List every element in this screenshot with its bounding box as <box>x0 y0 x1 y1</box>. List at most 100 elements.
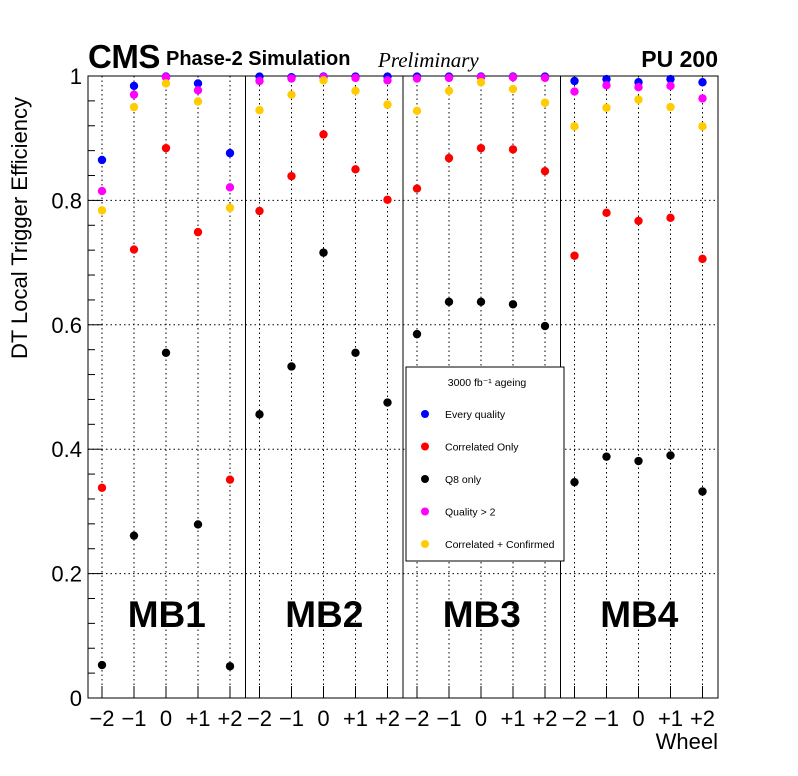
data-point <box>666 102 675 112</box>
station-label: MB4 <box>600 594 679 635</box>
data-point <box>540 166 550 176</box>
y-axis-title: DT Local Trigger Efficiency <box>7 96 32 360</box>
preliminary-label: Preliminary <box>378 48 479 72</box>
x-tick-label: 0 <box>475 706 487 731</box>
data-point <box>508 145 518 154</box>
data-point <box>287 362 296 371</box>
cms-label: CMS <box>88 38 160 75</box>
data-point <box>698 78 707 87</box>
legend-marker <box>421 475 429 483</box>
data-point <box>97 155 107 165</box>
data-point <box>444 73 454 83</box>
data-point <box>540 73 550 83</box>
data-point <box>444 297 454 306</box>
data-point <box>193 86 203 95</box>
data-point <box>287 90 296 99</box>
data-point <box>602 452 611 461</box>
plot-frame <box>87 75 719 699</box>
data-point <box>97 186 107 196</box>
data-point <box>255 206 264 216</box>
y-tick-label: 0.4 <box>51 437 82 462</box>
data-point <box>193 79 203 88</box>
legend-title: 3000 fb⁻¹ ageing <box>448 377 527 389</box>
y-tick-label: 0.6 <box>51 313 82 338</box>
data-point <box>319 130 328 139</box>
simulation-label: Phase-2 Simulation <box>166 48 351 70</box>
x-axis-title: Wheel <box>655 729 718 754</box>
data-point <box>508 300 518 309</box>
data-point <box>602 81 611 90</box>
data-point <box>161 79 171 88</box>
x-tick-label: +1 <box>500 706 525 731</box>
data-point <box>287 74 296 83</box>
data-point <box>319 248 328 257</box>
data-point <box>225 183 235 192</box>
data-point <box>698 487 707 496</box>
x-tick-label: +2 <box>375 706 400 731</box>
data-point <box>97 483 107 492</box>
data-point <box>383 76 392 85</box>
data-point <box>602 103 611 112</box>
data-point <box>444 153 454 163</box>
data-point <box>161 73 171 82</box>
data-point <box>508 73 518 82</box>
data-point <box>225 203 235 213</box>
data-point <box>129 102 139 112</box>
station-label: MB2 <box>285 594 363 635</box>
data-point <box>540 321 550 331</box>
legend-label: Correlated + Confirmed <box>445 539 555 551</box>
data-point <box>255 106 264 115</box>
x-tick-label: −1 <box>436 706 461 731</box>
data-point <box>193 227 203 237</box>
data-point <box>351 73 360 83</box>
data-point <box>193 97 203 106</box>
x-tick-label: +1 <box>343 706 368 731</box>
data-point <box>129 245 139 254</box>
data-point <box>351 348 360 357</box>
data-point <box>476 143 486 153</box>
y-tick-label: 0.8 <box>51 188 82 213</box>
station-label: MB3 <box>443 594 521 635</box>
x-tick-label: +2 <box>217 706 242 731</box>
data-point <box>383 100 392 109</box>
data-point <box>412 74 422 83</box>
data-point <box>97 206 107 215</box>
x-tick-label: 0 <box>632 706 644 731</box>
x-tick-label: −1 <box>594 706 619 731</box>
data-point <box>351 165 360 174</box>
x-tick-label: −2 <box>89 706 114 731</box>
pileup-label: PU 200 <box>641 46 718 72</box>
data-point <box>161 348 171 357</box>
data-point <box>129 531 139 540</box>
data-point <box>570 122 579 131</box>
data-point <box>287 171 296 181</box>
x-tick-label: −1 <box>121 706 146 731</box>
data-point <box>129 90 139 99</box>
data-point <box>383 195 392 204</box>
data-point <box>540 98 550 107</box>
data-point <box>255 76 264 86</box>
data-point <box>319 76 328 85</box>
data-point <box>666 451 675 460</box>
data-point <box>666 74 675 84</box>
data-point <box>602 208 611 218</box>
legend-box <box>405 366 565 562</box>
legend-label: Quality > 2 <box>445 507 496 519</box>
data-point <box>570 87 579 96</box>
data-point <box>698 94 707 103</box>
data-point <box>255 410 264 419</box>
data-point <box>161 143 171 153</box>
data-point <box>570 76 579 86</box>
data-point <box>97 660 107 670</box>
data-point <box>412 184 422 193</box>
data-point <box>412 106 422 116</box>
data-point <box>193 520 203 529</box>
x-tick-label: 0 <box>317 706 329 731</box>
data-point <box>225 475 235 484</box>
data-point <box>412 329 422 339</box>
y-tick-label: 0.2 <box>51 562 82 587</box>
legend-marker <box>421 442 429 451</box>
data-point <box>476 297 486 306</box>
data-point <box>351 86 360 96</box>
